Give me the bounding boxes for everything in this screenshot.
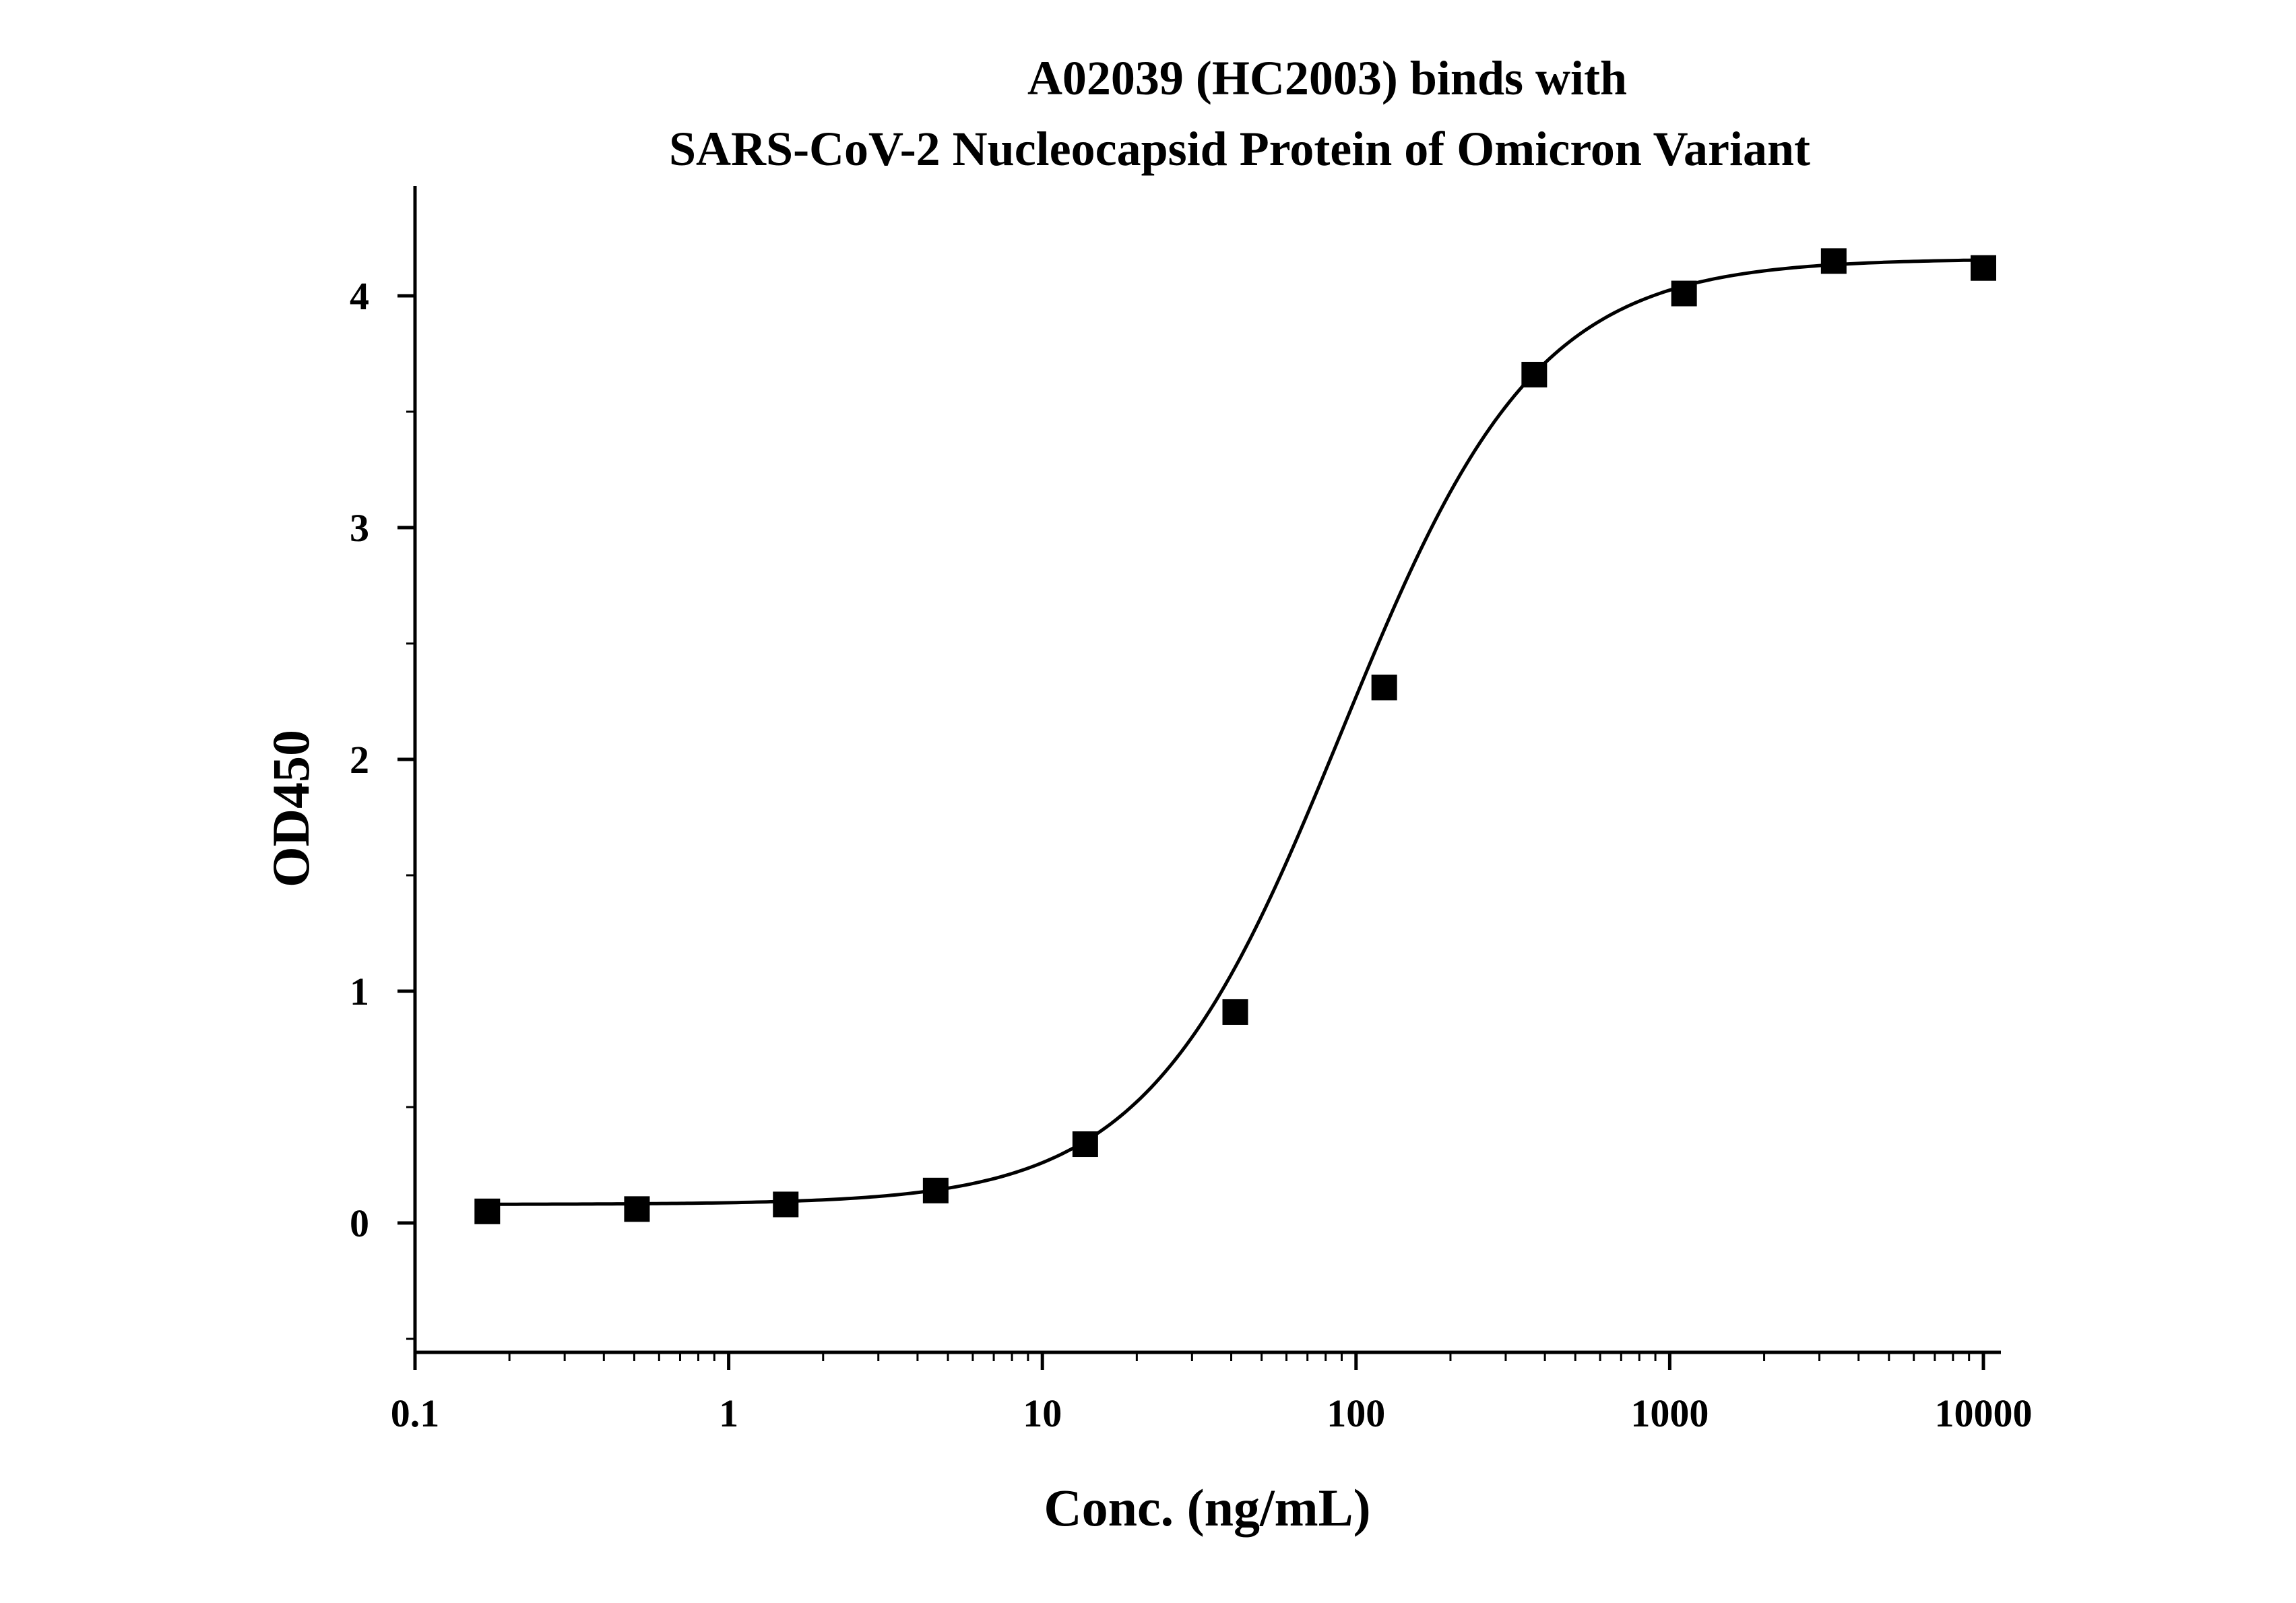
- y-tick-label: 1: [350, 970, 369, 1013]
- data-points: [474, 248, 1996, 1224]
- data-point: [922, 1177, 949, 1203]
- x-tick-label: 10000: [1935, 1391, 2033, 1435]
- y-axis-ticks: 0 1 2 3 4: [350, 274, 415, 1340]
- x-tick-label: 100: [1327, 1391, 1385, 1435]
- data-point: [773, 1191, 799, 1218]
- y-axis-title: OD450: [261, 730, 320, 887]
- x-tick-label: 10: [1023, 1391, 1062, 1435]
- y-tick-label: 0: [350, 1201, 369, 1245]
- data-point: [1072, 1131, 1098, 1158]
- x-tick-label: 1000: [1630, 1391, 1709, 1435]
- x-tick-label: 1: [719, 1391, 738, 1435]
- data-point: [1671, 280, 1697, 307]
- y-tick-label: 2: [350, 738, 369, 782]
- y-tick-label: 3: [350, 506, 369, 550]
- x-axis-title: Conc. (ng/mL): [1044, 1478, 1370, 1537]
- data-point: [1222, 999, 1248, 1025]
- chart-title-line-1: A02039 (HC2003) binds with: [1027, 51, 1627, 105]
- y-tick-label: 4: [350, 274, 369, 318]
- x-axis-ticks: 0.1 1 10 100 1000 10000: [391, 1352, 2033, 1435]
- x-tick-label: 0.1: [391, 1391, 440, 1435]
- data-point: [474, 1198, 501, 1224]
- fit-curve: [487, 258, 1984, 1206]
- data-point: [1521, 361, 1548, 387]
- data-point: [1371, 674, 1397, 701]
- data-point: [1820, 248, 1847, 274]
- chart-title-line-2: SARS-CoV-2 Nucleocapsid Protein of Omicr…: [669, 122, 1810, 176]
- data-point: [624, 1196, 650, 1222]
- data-point: [1971, 255, 1996, 281]
